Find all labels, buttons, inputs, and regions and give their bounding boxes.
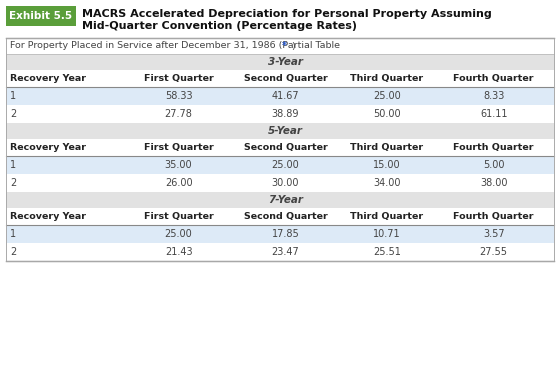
Text: 35.00: 35.00 xyxy=(165,160,193,170)
Text: Second Quarter: Second Quarter xyxy=(244,74,328,83)
Text: Fourth Quarter: Fourth Quarter xyxy=(454,212,534,221)
Text: *: * xyxy=(282,41,287,51)
Text: Recovery Year: Recovery Year xyxy=(10,74,86,83)
Bar xyxy=(6,174,554,192)
Text: 5-Year: 5-Year xyxy=(268,126,303,136)
Text: 34.00: 34.00 xyxy=(373,178,400,188)
Text: Second Quarter: Second Quarter xyxy=(244,143,328,152)
Bar xyxy=(6,192,554,208)
Bar xyxy=(6,243,554,261)
Text: 5.00: 5.00 xyxy=(483,160,505,170)
Text: 30.00: 30.00 xyxy=(272,178,299,188)
Text: 2: 2 xyxy=(10,109,16,119)
Bar xyxy=(6,38,554,54)
Text: 7-Year: 7-Year xyxy=(268,195,303,205)
Text: 25.00: 25.00 xyxy=(373,91,401,101)
Text: 10.71: 10.71 xyxy=(373,229,400,239)
Bar xyxy=(6,54,554,70)
Text: 50.00: 50.00 xyxy=(373,109,400,119)
Text: Fourth Quarter: Fourth Quarter xyxy=(454,74,534,83)
Bar xyxy=(6,87,554,105)
Text: 21.43: 21.43 xyxy=(165,247,193,257)
Bar xyxy=(6,38,554,261)
Text: Exhibit 5.5: Exhibit 5.5 xyxy=(10,11,73,21)
Bar xyxy=(6,225,554,243)
Text: 23.47: 23.47 xyxy=(272,247,300,257)
Bar xyxy=(6,6,76,26)
Text: 25.00: 25.00 xyxy=(272,160,300,170)
Text: Mid-Quarter Convention (Percentage Rates): Mid-Quarter Convention (Percentage Rates… xyxy=(82,21,357,31)
Text: 2: 2 xyxy=(10,178,16,188)
Text: 25.51: 25.51 xyxy=(373,247,401,257)
Text: Recovery Year: Recovery Year xyxy=(10,212,86,221)
Text: 27.55: 27.55 xyxy=(480,247,508,257)
Text: 1: 1 xyxy=(10,229,16,239)
Bar xyxy=(6,105,554,123)
Text: 1: 1 xyxy=(10,91,16,101)
Text: First Quarter: First Quarter xyxy=(144,212,213,221)
Text: First Quarter: First Quarter xyxy=(144,74,213,83)
Text: 3.57: 3.57 xyxy=(483,229,505,239)
Text: ): ) xyxy=(288,41,295,51)
Text: For Property Placed in Service after December 31, 1986 (Partial Table: For Property Placed in Service after Dec… xyxy=(10,41,343,51)
Text: Third Quarter: Third Quarter xyxy=(351,212,423,221)
Text: 58.33: 58.33 xyxy=(165,91,193,101)
Bar xyxy=(6,156,554,174)
Text: Fourth Quarter: Fourth Quarter xyxy=(454,143,534,152)
Text: 2: 2 xyxy=(10,247,16,257)
Text: Third Quarter: Third Quarter xyxy=(351,143,423,152)
Bar xyxy=(6,208,554,225)
Text: MACRS Accelerated Depreciation for Personal Property Assuming: MACRS Accelerated Depreciation for Perso… xyxy=(82,9,492,19)
Bar xyxy=(6,139,554,156)
Text: 38.89: 38.89 xyxy=(272,109,299,119)
Text: Second Quarter: Second Quarter xyxy=(244,212,328,221)
Text: First Quarter: First Quarter xyxy=(144,143,213,152)
Text: 27.78: 27.78 xyxy=(165,109,193,119)
Text: 17.85: 17.85 xyxy=(272,229,300,239)
Text: 3-Year: 3-Year xyxy=(268,57,303,67)
Text: 41.67: 41.67 xyxy=(272,91,299,101)
Text: 26.00: 26.00 xyxy=(165,178,193,188)
Bar xyxy=(6,123,554,139)
Text: Recovery Year: Recovery Year xyxy=(10,143,86,152)
Text: Third Quarter: Third Quarter xyxy=(351,74,423,83)
Bar xyxy=(6,70,554,87)
Text: 61.11: 61.11 xyxy=(480,109,507,119)
Text: 1: 1 xyxy=(10,160,16,170)
Text: 8.33: 8.33 xyxy=(483,91,505,101)
Text: 15.00: 15.00 xyxy=(373,160,400,170)
Text: 25.00: 25.00 xyxy=(165,229,193,239)
Text: 38.00: 38.00 xyxy=(480,178,507,188)
